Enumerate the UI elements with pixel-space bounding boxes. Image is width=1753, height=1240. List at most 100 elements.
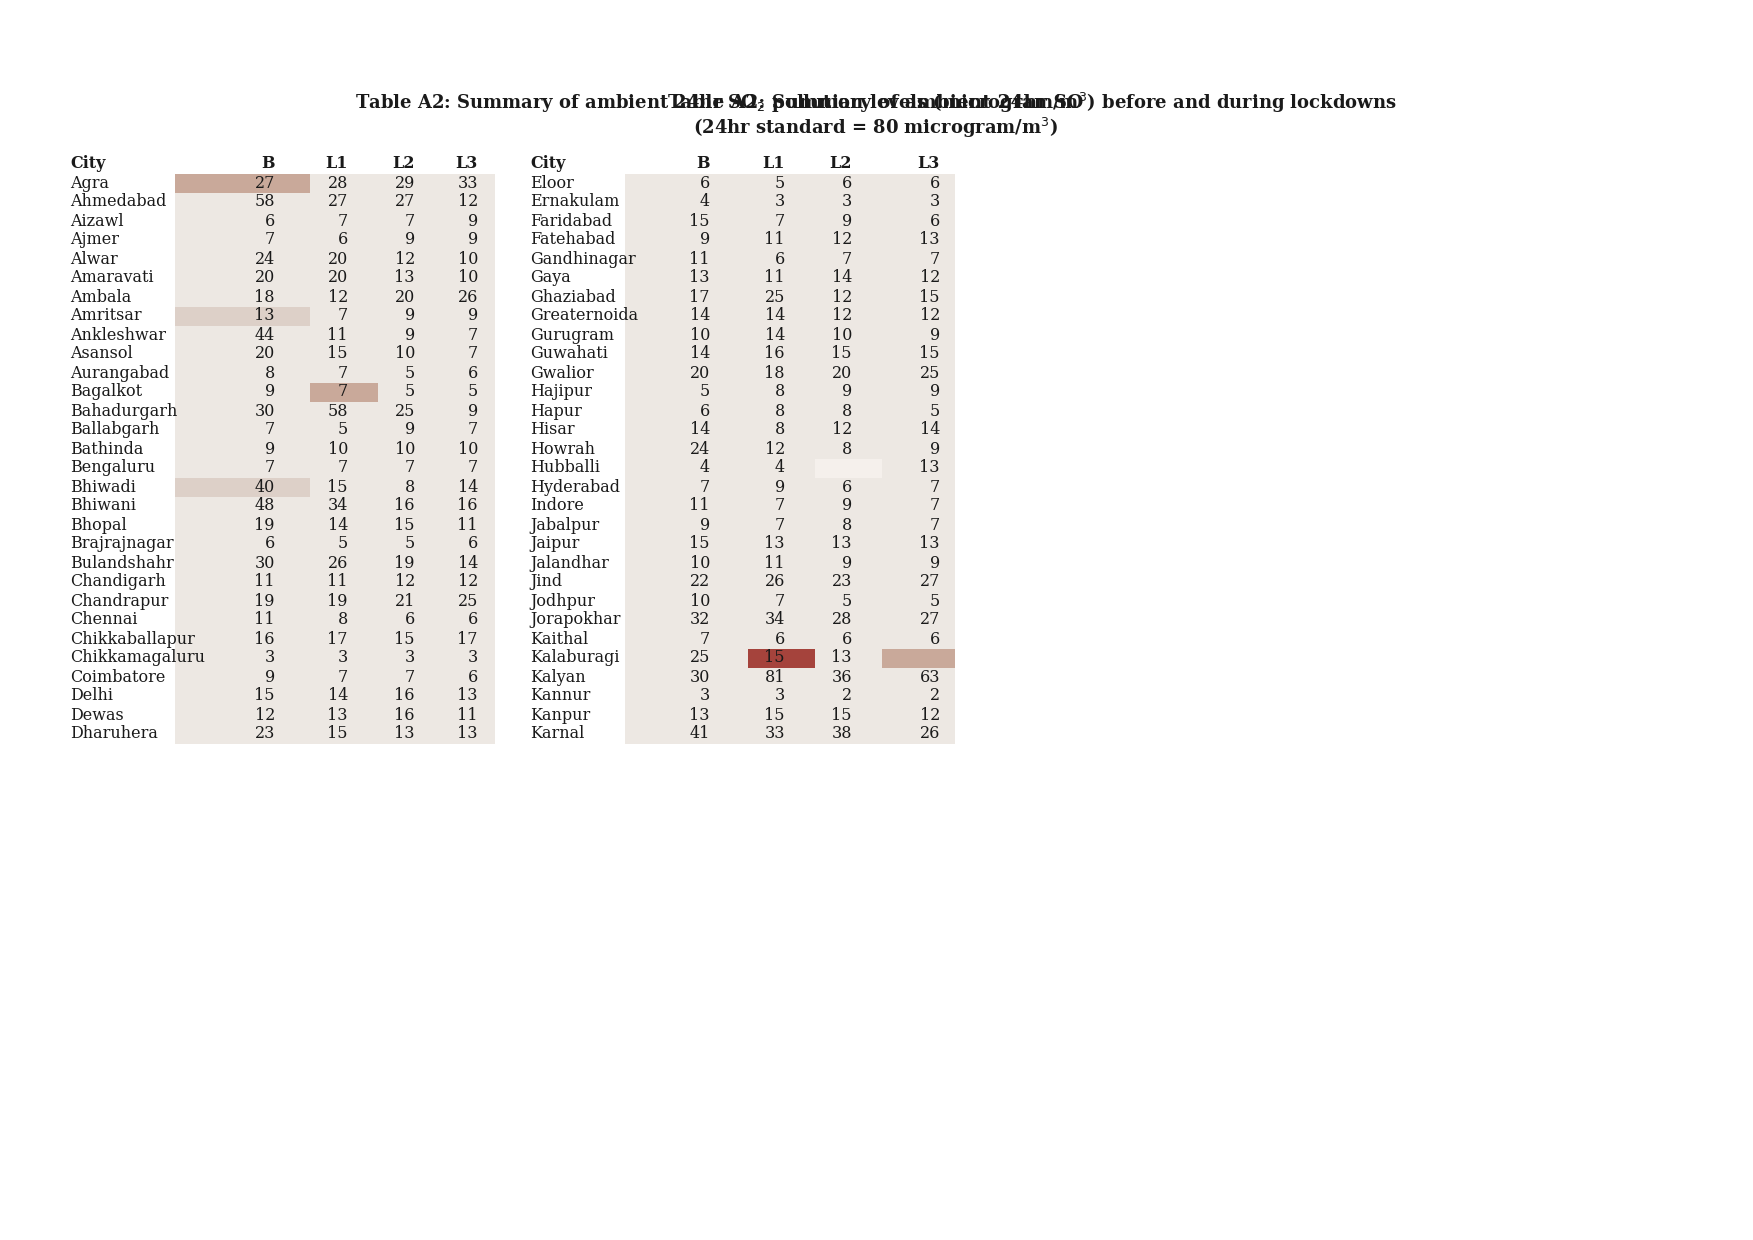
Bar [175,288,494,306]
Text: City: City [529,155,566,172]
Text: Fatehabad: Fatehabad [529,232,615,248]
Text: 12: 12 [254,707,275,723]
Text: 23: 23 [831,573,852,590]
Text: 29: 29 [394,175,415,191]
Bar [626,420,955,439]
Text: 18: 18 [254,289,275,305]
Text: 7: 7 [929,479,940,496]
Text: Ernakulam: Ernakulam [529,193,619,211]
Text: Chandigarh: Chandigarh [70,573,167,590]
Text: 16: 16 [394,707,415,723]
Text: Kalaburagi: Kalaburagi [529,650,619,667]
Text: 23: 23 [254,725,275,743]
Text: 40: 40 [254,479,275,496]
Text: Kalyan: Kalyan [529,668,586,686]
Text: 8: 8 [841,440,852,458]
Text: 14: 14 [920,422,940,439]
Text: 19: 19 [394,554,415,572]
Text: 3: 3 [265,650,275,667]
Text: L1: L1 [763,155,785,172]
Text: Gandhinagar: Gandhinagar [529,250,636,268]
Text: 16: 16 [764,346,785,362]
Text: Amaravati: Amaravati [70,269,154,286]
Text: 18: 18 [764,365,785,382]
Text: Indore: Indore [529,497,584,515]
Text: Chandrapur: Chandrapur [70,593,168,610]
Text: 19: 19 [328,593,349,610]
Text: 12: 12 [920,707,940,723]
Bar [815,459,882,477]
Text: Asansol: Asansol [70,346,133,362]
Text: 5: 5 [338,536,349,553]
Bar [882,649,955,667]
Text: City: City [70,155,105,172]
Text: Kaithal: Kaithal [529,630,589,647]
Text: 44: 44 [254,326,275,343]
Text: 58: 58 [254,193,275,211]
Text: 9: 9 [841,497,852,515]
Text: Aurangabad: Aurangabad [70,365,170,382]
Text: 7: 7 [841,250,852,268]
Text: Aizawl: Aizawl [70,212,124,229]
Text: 10: 10 [328,440,349,458]
Bar [175,306,310,325]
Bar [175,363,494,382]
Text: 7: 7 [265,460,275,476]
Bar [626,288,955,306]
Text: 6: 6 [841,479,852,496]
Text: Guwahati: Guwahati [529,346,608,362]
Text: 15: 15 [689,212,710,229]
Bar [175,573,494,591]
Text: 9: 9 [841,554,852,572]
Text: 7: 7 [338,460,349,476]
Text: 11: 11 [458,517,479,533]
Text: 28: 28 [831,611,852,629]
Text: 6: 6 [405,611,415,629]
Text: Jind: Jind [529,573,563,590]
Text: 38: 38 [831,725,852,743]
Text: 11: 11 [689,250,710,268]
Text: 17: 17 [328,630,349,647]
Text: 12: 12 [458,573,479,590]
Text: 14: 14 [764,326,785,343]
Text: 11: 11 [764,269,785,286]
Bar [626,459,955,477]
Text: Bahadurgarh: Bahadurgarh [70,403,177,419]
Bar [175,249,494,269]
Text: L2: L2 [393,155,415,172]
Text: 6: 6 [929,175,940,191]
Bar [626,477,955,496]
Text: 12: 12 [764,440,785,458]
Text: 8: 8 [338,611,349,629]
Text: 13: 13 [920,460,940,476]
Text: 30: 30 [689,668,710,686]
Text: 4: 4 [699,460,710,476]
Text: 6: 6 [775,630,785,647]
Text: 8: 8 [265,365,275,382]
Text: 15: 15 [254,687,275,704]
Text: 9: 9 [405,422,415,439]
Text: Chennai: Chennai [70,611,137,629]
Bar [626,306,955,325]
Text: 10: 10 [689,554,710,572]
Text: 9: 9 [699,517,710,533]
Text: 6: 6 [929,630,940,647]
Text: 7: 7 [338,308,349,325]
Text: Ahmedabad: Ahmedabad [70,193,167,211]
Text: 7: 7 [468,422,479,439]
Text: 7: 7 [468,460,479,476]
Text: 7: 7 [338,668,349,686]
Text: 5: 5 [775,175,785,191]
Text: 5: 5 [699,383,710,401]
Bar [626,706,955,724]
Text: 16: 16 [458,497,479,515]
Text: 34: 34 [764,611,785,629]
Bar [626,496,955,516]
Text: 11: 11 [254,573,275,590]
Bar [626,610,955,630]
Text: 5: 5 [405,383,415,401]
Text: L3: L3 [919,155,940,172]
Text: 32: 32 [689,611,710,629]
Text: 36: 36 [831,668,852,686]
Text: 10: 10 [458,440,479,458]
